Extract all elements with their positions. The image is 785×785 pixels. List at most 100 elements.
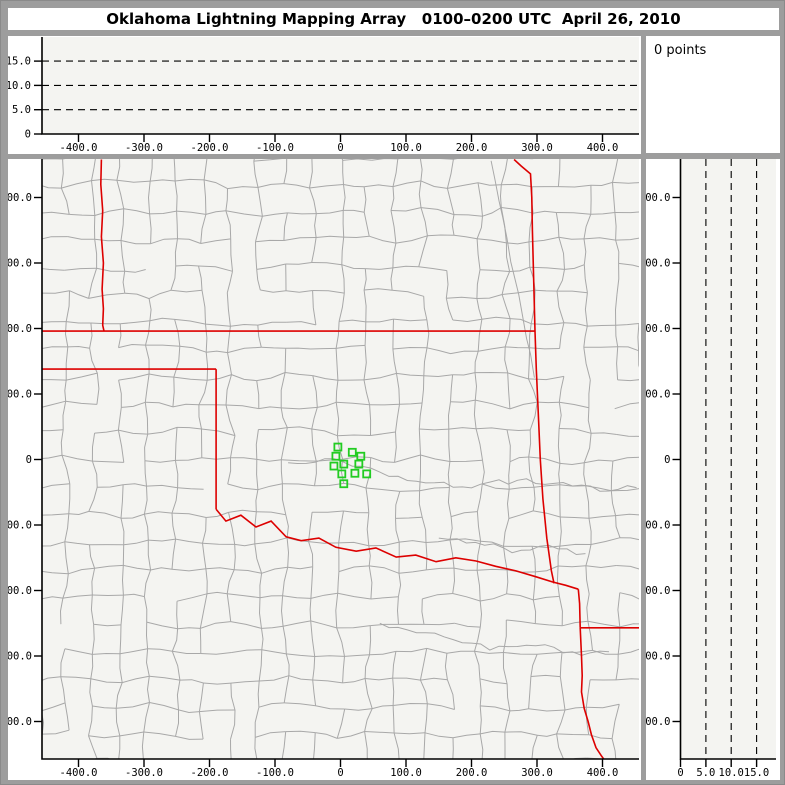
county-line	[559, 516, 562, 547]
county-line	[558, 565, 586, 568]
county-line	[501, 294, 511, 319]
county-line	[256, 372, 286, 382]
county-line	[588, 515, 616, 519]
county-line	[206, 511, 229, 518]
county-line	[64, 648, 93, 655]
county-line	[255, 216, 263, 242]
county-line	[227, 457, 232, 485]
plan-view-map-panel[interactable]: -400.0 -400.0 -300.0 -300.0 -200.0 -200.0 -100…	[8, 159, 641, 780]
county-line	[510, 318, 532, 325]
county-line	[89, 322, 93, 349]
points-count-label: 0 points	[654, 43, 707, 58]
county-line	[171, 513, 177, 540]
county-line	[317, 401, 337, 408]
county-line	[175, 178, 205, 182]
county-line	[225, 210, 232, 239]
county-line	[366, 512, 370, 546]
county-line	[256, 380, 260, 409]
county-line	[176, 426, 202, 430]
county-line	[68, 483, 71, 514]
county-line	[258, 406, 282, 410]
county-line	[499, 184, 502, 208]
county-line	[285, 347, 311, 350]
county-line	[474, 372, 478, 401]
county-line	[69, 213, 95, 216]
right-panel-plot-area[interactable]	[680, 159, 777, 759]
county-line	[280, 407, 288, 428]
county-line	[365, 318, 394, 323]
county-line	[230, 621, 262, 629]
county-line	[147, 540, 152, 571]
county-line	[308, 512, 313, 542]
county-line	[198, 682, 204, 712]
county-line	[253, 161, 259, 188]
county-line	[480, 705, 511, 712]
county-line	[615, 323, 639, 326]
county-line	[65, 290, 70, 322]
county-line	[143, 731, 176, 737]
county-line	[587, 407, 592, 434]
distance-tick-label: -300.0	[125, 142, 163, 154]
county-line	[585, 544, 592, 566]
county-line	[394, 431, 397, 463]
window-title: Oklahoma Lightning Mapping Array 0100–02…	[106, 10, 681, 28]
county-line	[637, 323, 639, 351]
county-line	[309, 598, 312, 621]
county-line	[286, 537, 290, 568]
county-line	[614, 402, 639, 410]
county-line	[118, 373, 150, 381]
county-line	[392, 265, 419, 269]
county-line	[316, 209, 344, 215]
county-line	[583, 347, 591, 381]
county-line	[123, 483, 147, 487]
river-line	[288, 458, 637, 492]
county-line	[476, 238, 481, 270]
county-line	[91, 178, 117, 182]
county-line	[420, 207, 428, 236]
county-line	[364, 708, 373, 732]
county-line	[556, 269, 565, 292]
county-line	[446, 650, 475, 654]
county-line	[532, 599, 537, 624]
county-line	[62, 401, 67, 430]
altitude-vs-northsouth-panel[interactable]: -400.0 -300.0 -200.0 -100.0 0 100.0 200.0 300.0…	[646, 159, 780, 780]
eastwest-tick-label: 100.0	[390, 767, 422, 779]
county-line	[474, 651, 481, 679]
county-line	[481, 460, 485, 485]
county-line	[479, 678, 482, 706]
county-line	[310, 620, 337, 629]
county-line	[418, 266, 447, 272]
county-line	[336, 435, 344, 460]
county-line	[225, 404, 259, 410]
county-line	[147, 181, 151, 214]
altitude-vs-eastwest-panel[interactable]: 15.0 10.0 5.0 0 -400.0 -300.0 -200.0 -100.0 0 100…	[8, 36, 641, 154]
county-line	[64, 321, 69, 347]
county-line	[226, 271, 233, 293]
county-line	[316, 235, 344, 238]
county-line	[118, 429, 148, 435]
northsouth-tick-label: 0	[664, 454, 670, 466]
county-line	[395, 516, 423, 519]
county-line	[343, 209, 365, 213]
county-line	[423, 374, 453, 378]
county-line	[533, 510, 561, 518]
county-line	[88, 292, 125, 299]
county-line	[392, 180, 421, 188]
county-line	[68, 567, 95, 575]
county-line	[419, 428, 449, 431]
county-line	[528, 241, 531, 268]
county-line	[480, 593, 507, 602]
county-line	[370, 431, 396, 436]
county-line	[255, 731, 286, 738]
county-line	[335, 402, 340, 436]
county-line	[285, 730, 316, 734]
county-line	[150, 238, 178, 245]
county-line	[557, 428, 561, 464]
altitude-tick-label: 15.0	[744, 767, 769, 779]
county-line	[585, 565, 617, 569]
county-line	[198, 711, 204, 740]
lma-station-marker	[333, 442, 343, 452]
county-line	[61, 454, 93, 462]
county-line	[258, 702, 285, 708]
lma-station-marker	[347, 447, 357, 457]
